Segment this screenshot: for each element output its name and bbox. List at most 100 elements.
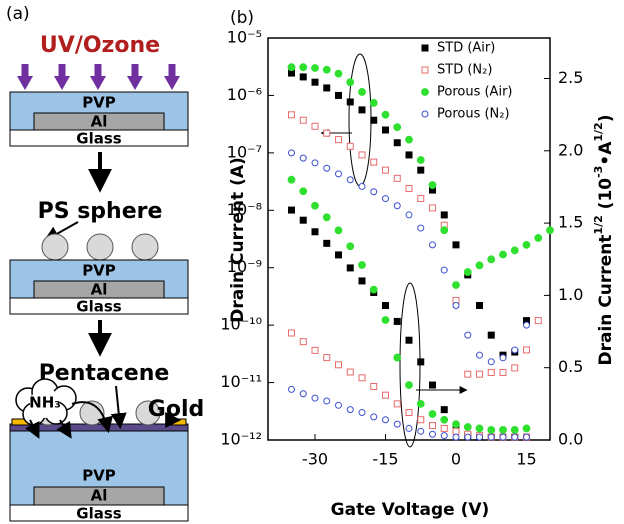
data-point <box>334 226 343 235</box>
y-tick-label: 10⁻¹¹ <box>220 372 262 391</box>
data-point <box>487 358 495 366</box>
uv-arrowheads <box>17 76 180 90</box>
legend-label: STD (N₂) <box>437 63 492 78</box>
data-point <box>288 149 295 157</box>
data-point <box>393 139 401 147</box>
data-point <box>382 302 389 310</box>
data-point <box>288 206 295 214</box>
data-point <box>369 99 378 107</box>
panel-label: (a) <box>6 4 30 24</box>
data-point <box>522 424 531 433</box>
data-point <box>405 211 413 219</box>
gas-label: NH₃ <box>29 394 61 412</box>
annotation-ellipse <box>348 53 372 187</box>
data-point <box>546 226 554 235</box>
data-point <box>335 170 342 178</box>
data-point <box>499 425 507 434</box>
data-point <box>511 364 519 372</box>
data-point <box>499 250 507 259</box>
data-point <box>534 234 543 242</box>
data-point <box>487 425 496 434</box>
data-point <box>335 136 342 144</box>
y-tick-label: 10⁻⁷ <box>227 142 262 161</box>
data-point <box>440 406 448 414</box>
data-point <box>311 159 319 167</box>
data-point <box>358 409 366 417</box>
data-point <box>476 370 483 378</box>
data-point <box>393 400 401 408</box>
x-tick-label: -30 <box>302 450 328 469</box>
data-point <box>299 73 307 81</box>
layer-label: PVP <box>82 467 116 485</box>
layer-label: Glass <box>76 130 122 148</box>
pointer-arrow <box>110 385 127 430</box>
data-point <box>346 176 354 184</box>
x-tick-label: -15 <box>372 450 398 469</box>
data-point <box>534 317 542 325</box>
data-point <box>346 264 354 272</box>
data-point <box>370 413 378 421</box>
data-point <box>452 301 460 309</box>
data-point <box>523 433 530 441</box>
data-point <box>311 122 319 130</box>
data-point <box>452 241 460 249</box>
data-point <box>382 126 389 134</box>
layer-label: PVP <box>82 94 116 112</box>
data-point <box>358 151 366 159</box>
y2-tick-label: 0.5 <box>558 357 583 376</box>
data-point <box>346 406 354 414</box>
data-point <box>288 111 295 119</box>
data-point <box>417 224 425 232</box>
y-tick-label: 10⁻⁸ <box>227 200 262 219</box>
data-point <box>393 123 402 132</box>
data-point <box>393 420 401 428</box>
data-point <box>334 69 343 78</box>
data-point <box>499 354 507 362</box>
y2-tick-label: 1.5 <box>558 213 583 232</box>
data-point <box>287 63 296 72</box>
legend-marker <box>421 66 429 74</box>
spheres-label: PS sphere <box>38 199 163 224</box>
treatment-label: UV/Ozone <box>40 33 160 58</box>
data-point <box>323 397 331 405</box>
y2-axis-title-part: (10 <box>596 178 616 216</box>
data-point <box>382 391 389 399</box>
data-point <box>358 374 366 382</box>
y-tick-label: 10⁻¹⁰ <box>220 315 262 334</box>
y2-axis-title-part: 1/2 <box>592 122 605 141</box>
data-point <box>358 182 366 190</box>
data-point <box>323 129 331 137</box>
data-point <box>370 158 378 166</box>
y-tick-label: 10⁻⁹ <box>227 257 262 276</box>
glass-layer <box>9 297 189 315</box>
data-point <box>440 226 449 235</box>
data-point <box>464 433 472 441</box>
gas-arrows <box>25 401 113 439</box>
data-point <box>382 416 389 424</box>
data-point <box>323 84 331 92</box>
data-point <box>522 240 531 249</box>
y2-tick-label: 2.0 <box>558 140 583 159</box>
data-point <box>346 368 354 376</box>
data-point <box>475 424 484 433</box>
legend-marker <box>421 110 429 118</box>
data-point <box>476 351 483 359</box>
data-point <box>311 346 319 354</box>
data-point <box>299 216 307 224</box>
data-point <box>346 78 355 87</box>
data-point <box>429 241 436 249</box>
data-point <box>346 142 354 150</box>
layer-label: PVP <box>82 262 116 280</box>
data-point <box>429 381 436 389</box>
data-point <box>405 381 413 389</box>
data-point <box>299 116 307 124</box>
data-point <box>346 242 355 251</box>
legend-marker <box>421 44 429 52</box>
data-point <box>487 433 495 441</box>
data-point <box>416 156 425 164</box>
data-point <box>287 175 296 184</box>
data-point <box>429 422 436 430</box>
data-point <box>358 88 366 96</box>
data-point <box>487 331 495 339</box>
y-tick-label: 10⁻⁶ <box>227 85 262 104</box>
